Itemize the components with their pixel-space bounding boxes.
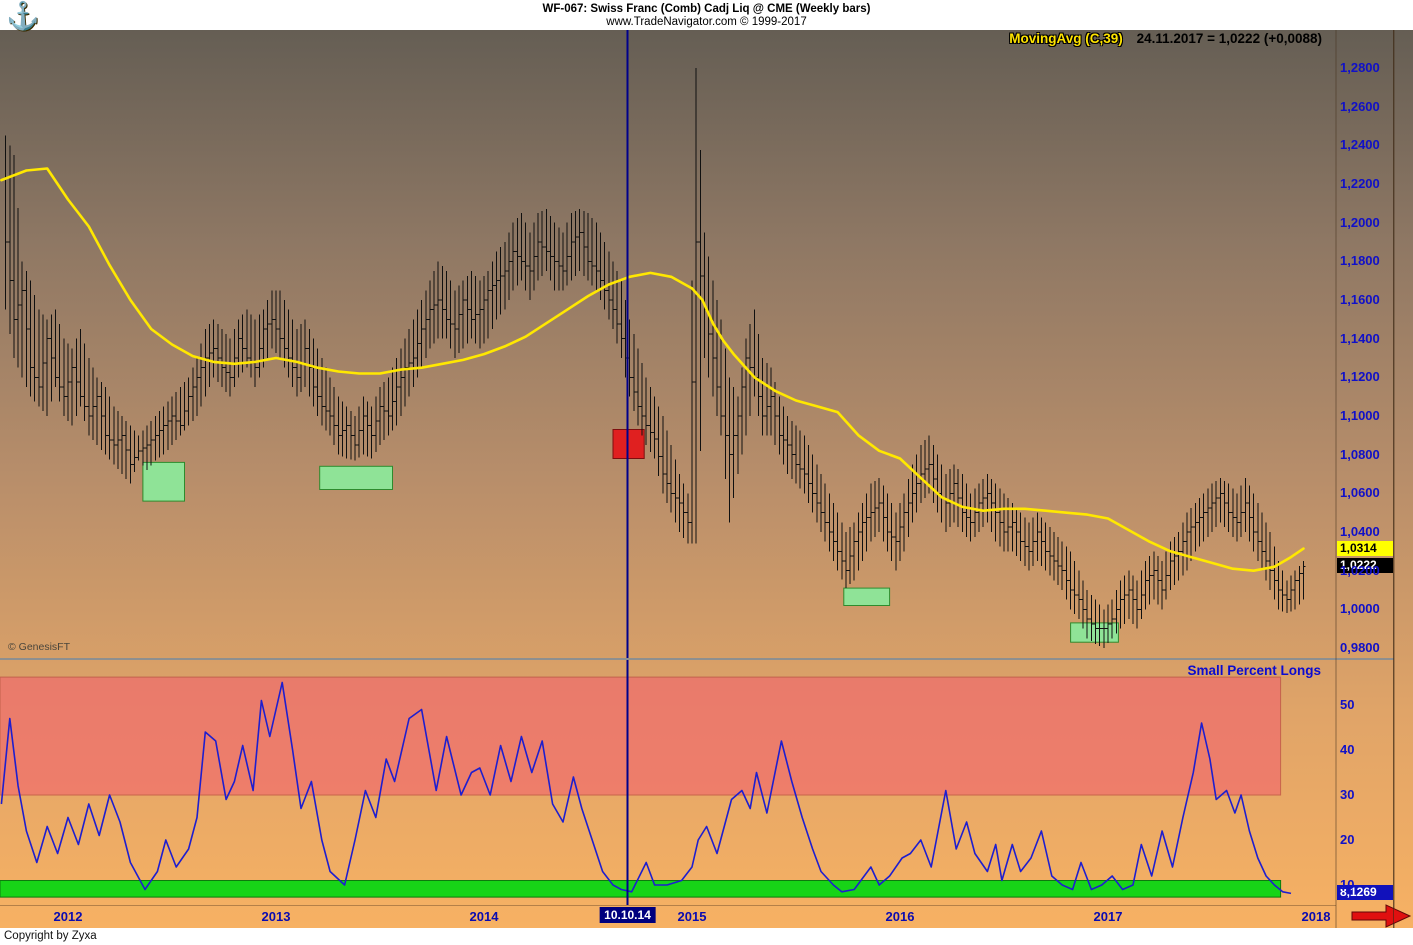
scroll-right-button[interactable] xyxy=(1351,904,1412,928)
overbought-band xyxy=(0,676,1282,796)
scroll-right-arrow-icon[interactable] xyxy=(1351,904,1412,928)
moving-average-line xyxy=(0,167,1305,573)
resistance-zone-box xyxy=(612,429,645,459)
support-zone-box xyxy=(142,461,185,502)
price-panel[interactable] xyxy=(0,68,1306,648)
support-zone-box xyxy=(843,587,891,606)
right-scrollbar[interactable] xyxy=(1393,30,1413,928)
oversold-band xyxy=(0,880,1282,898)
indicator-panel[interactable] xyxy=(0,676,1292,898)
support-zone-box xyxy=(1070,622,1119,643)
percent-longs-line xyxy=(0,681,1292,895)
support-zone-box xyxy=(319,465,394,490)
